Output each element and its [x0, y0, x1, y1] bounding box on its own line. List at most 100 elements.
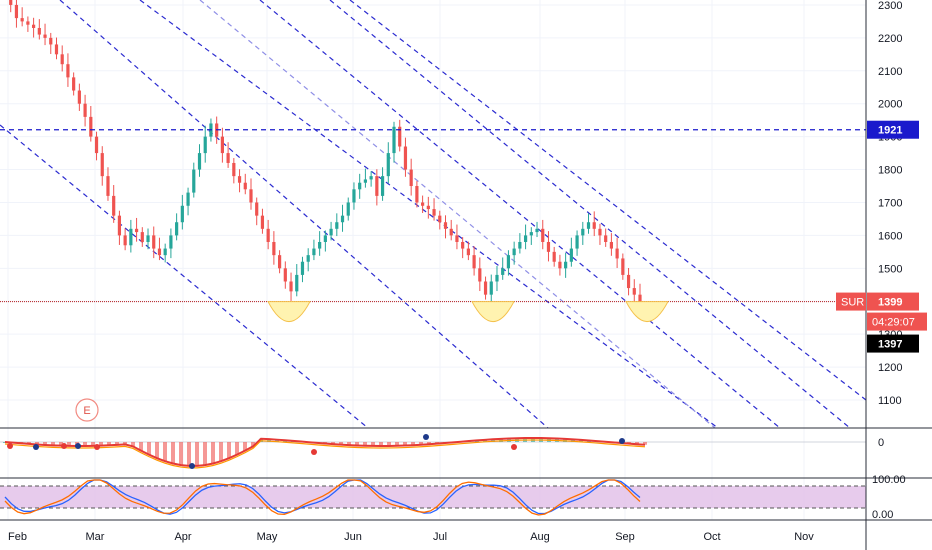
candle-body-43 — [249, 189, 253, 203]
cup-2 — [625, 301, 669, 322]
time-axis: Feb Mar Apr May Jun Jul Aug Sep Oct Nov — [0, 519, 932, 543]
macd-hist-8 — [67, 442, 71, 446]
candle-body-99 — [569, 248, 573, 262]
candles — [9, 0, 642, 307]
last-price-badge-bg — [867, 292, 919, 311]
candle-body-64 — [369, 176, 373, 180]
macd-hist-61 — [491, 439, 495, 442]
macd-hist-26 — [211, 442, 215, 464]
candle-body-3 — [20, 18, 24, 22]
candle-body-52 — [300, 261, 305, 275]
channel-line-0 — [0, 124, 369, 429]
time-label-6: Aug — [530, 531, 550, 543]
candle-body-82 — [472, 255, 476, 269]
macd-hist-34 — [275, 439, 279, 442]
chart-grid — [0, 0, 866, 520]
candle-body-106 — [609, 241, 613, 249]
candle-body-38 — [220, 136, 224, 154]
macd-hist-46 — [371, 442, 375, 446]
macd-hist-31 — [251, 442, 255, 447]
candle-body-51 — [295, 274, 299, 292]
candle-body-14 — [83, 103, 87, 117]
macd-hist-47 — [379, 442, 383, 446]
candle-body-56 — [323, 235, 327, 242]
candle-body-12 — [72, 77, 76, 91]
candle-body-61 — [352, 189, 356, 203]
macd-cross-dot-8 — [511, 444, 517, 450]
macd-hist-51 — [411, 442, 415, 446]
candle-body-103 — [592, 222, 596, 229]
candle-body-49 — [283, 268, 287, 282]
candle-body-44 — [255, 202, 259, 216]
macd-cross-dot-1 — [33, 444, 39, 450]
channel-line-3 — [199, 0, 716, 429]
macd-hist-15 — [123, 442, 127, 445]
macd-hist-20 — [163, 442, 167, 462]
event-marker[interactable]: E — [75, 398, 99, 422]
candle-body-68 — [392, 126, 396, 154]
candle-body-24 — [140, 232, 144, 242]
macd-hist-14 — [115, 442, 119, 445]
macd-hist-16 — [131, 442, 135, 447]
stoch-k-line — [4, 479, 641, 515]
candle-body-91 — [523, 235, 528, 242]
candle-body-34 — [197, 153, 202, 170]
candle-body-88 — [506, 255, 511, 269]
macd-cross-dot-4 — [94, 444, 100, 450]
candle-body-101 — [581, 228, 585, 236]
macd-hist-42 — [339, 442, 343, 445]
channel-line-5 — [329, 0, 851, 429]
cup-0 — [267, 301, 311, 322]
macd-hist-30 — [243, 442, 247, 451]
candle-body-27 — [157, 248, 162, 256]
candle-body-39 — [226, 153, 230, 163]
candle-body-50 — [289, 281, 293, 292]
low-badge-bg — [867, 334, 919, 353]
candle-body-73 — [421, 202, 425, 206]
countdown-badge-text: 04:29:07 — [872, 317, 915, 329]
candle-body-8 — [49, 37, 53, 45]
cup-highlights — [267, 301, 669, 322]
macd-hist-27 — [219, 442, 223, 462]
candle-body-79 — [455, 235, 459, 242]
macd-hist-72 — [579, 439, 583, 442]
stoch-rsi-pane — [0, 477, 932, 516]
stoch-tick-100: 100.00 — [872, 474, 906, 486]
candle-body-47 — [272, 241, 276, 256]
price-tick-5: 1800 — [878, 165, 902, 177]
macd-hist-53 — [427, 442, 431, 445]
candle-body-83 — [478, 268, 482, 282]
macd-cross-dot-3 — [75, 443, 81, 449]
symbol-badge-text: SUR — [841, 297, 864, 309]
candle-body-67 — [386, 153, 390, 177]
stoch-band — [0, 486, 866, 508]
candle-body-6 — [37, 27, 41, 35]
candle-body-77 — [443, 222, 448, 229]
time-label-7: Sep — [615, 531, 635, 543]
time-label-2: Apr — [174, 531, 191, 543]
candle-body-80 — [461, 241, 465, 249]
candle-body-10 — [60, 54, 64, 65]
macd-cross-dot-0 — [7, 443, 13, 449]
macd-hist-43 — [347, 442, 351, 446]
candle-body-94 — [541, 228, 545, 242]
macd-cross-dot-6 — [311, 449, 317, 455]
macd-hist-45 — [363, 442, 367, 446]
macd-cross-dot-2 — [61, 443, 67, 449]
candle-body-95 — [546, 241, 551, 252]
price-tick-8: 1500 — [878, 263, 902, 275]
candle-body-107 — [615, 248, 619, 259]
time-label-4: Jun — [344, 531, 362, 543]
candle-body-11 — [66, 64, 70, 78]
candle-body-111 — [638, 294, 642, 302]
macd-hist-22 — [179, 442, 183, 466]
macd-hist-28 — [227, 442, 231, 459]
candle-body-19 — [112, 195, 116, 216]
time-label-3: May — [257, 531, 278, 543]
candle-body-48 — [277, 255, 282, 269]
candle-body-104 — [598, 228, 602, 236]
candle-body-97 — [558, 261, 562, 269]
candle-body-76 — [438, 215, 442, 223]
candle-body-86 — [495, 274, 499, 282]
